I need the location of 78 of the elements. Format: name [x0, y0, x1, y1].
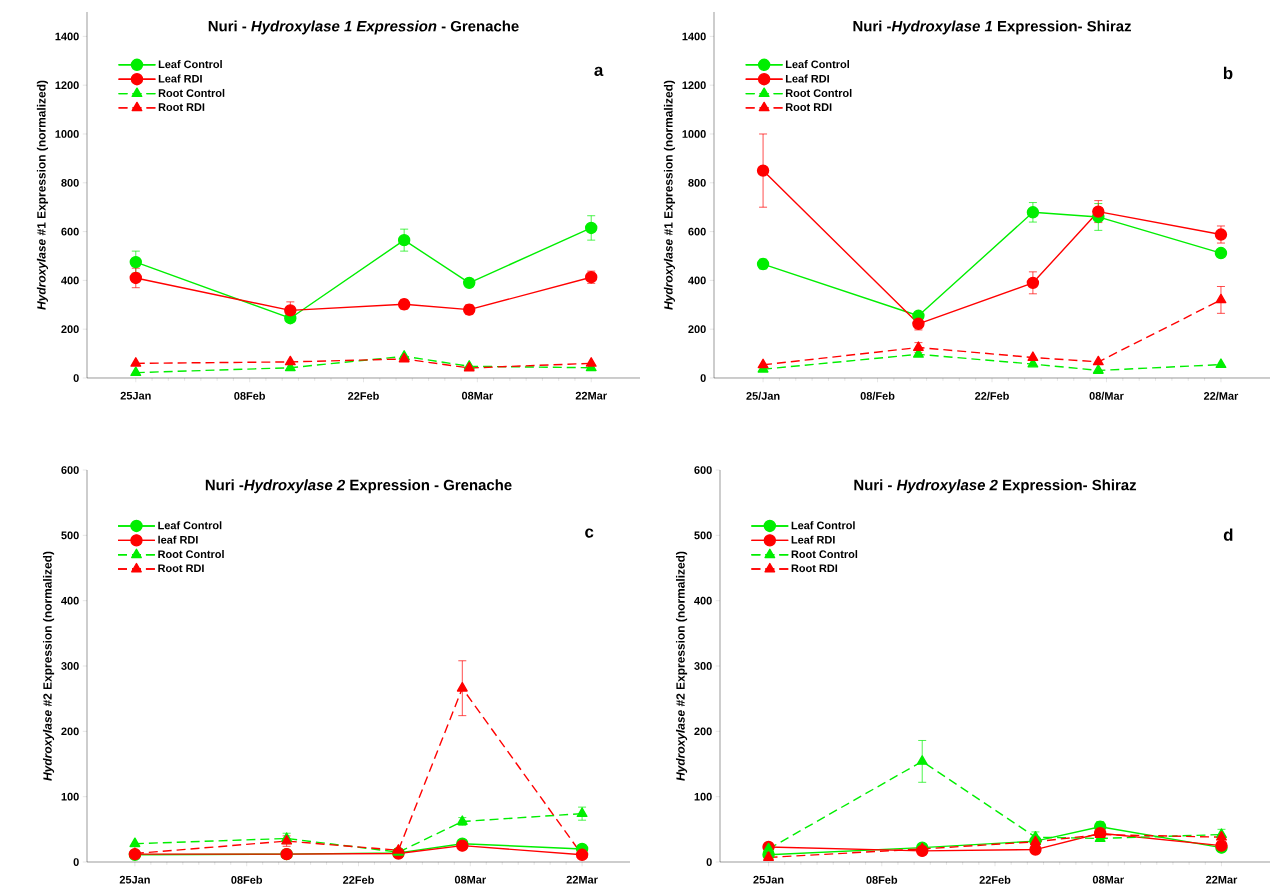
- annotation: c: [585, 528, 594, 538]
- x-tick-label: 22Mar: [566, 875, 598, 884]
- y-tick-label: 1400: [55, 32, 79, 41]
- y-tick-label: 0: [73, 858, 79, 866]
- legend-label: leaf RDI: [158, 535, 198, 544]
- x-tick-label: 08Mar: [1092, 875, 1124, 884]
- legend-label: Leaf RDI: [785, 74, 829, 83]
- x-tick-label: 22/Mar: [1203, 391, 1239, 400]
- y-tick-label: 400: [694, 596, 712, 605]
- y-tick-label: 1000: [55, 130, 79, 138]
- x-tick-label: 22Mar: [575, 391, 607, 400]
- x-tick-label: 25/Jan: [746, 391, 780, 400]
- x-tick-label: 08/Mar: [1089, 391, 1124, 400]
- y-tick-label: 200: [61, 727, 79, 736]
- x-tick-label: 25Jan: [753, 875, 784, 884]
- y-tick-label: 100: [694, 792, 712, 801]
- text: Nuri - Hydroxylase 2 Expression- Shiraz: [854, 479, 1137, 494]
- y-tick-label: 500: [61, 531, 79, 540]
- legend-label: Leaf Control: [158, 521, 222, 530]
- x-tick-label: 08Mar: [454, 875, 486, 884]
- legend-label: Leaf RDI: [791, 535, 835, 544]
- x-tick-label: 08/Feb: [860, 391, 895, 400]
- y-tick-label: 600: [694, 466, 712, 474]
- legend-label: Leaf Control: [791, 521, 855, 530]
- y-tick-label: 300: [61, 662, 79, 670]
- legend-label: Root RDI: [791, 564, 838, 573]
- y-axis-title: Hydroxylase #1 Expression (normalized): [663, 80, 676, 310]
- x-tick-label: 08Feb: [234, 391, 266, 400]
- legend-label: Root Control: [785, 88, 852, 97]
- x-tick-label: 22Feb: [979, 875, 1011, 884]
- legend-label: Root RDI: [785, 103, 832, 111]
- y-tick-label: 0: [706, 858, 712, 866]
- y-axis-title: Hydroxylase #1 Expression (normalized): [36, 80, 49, 310]
- legend-label: Root RDI: [158, 103, 205, 111]
- y-tick-label: 500: [694, 531, 712, 540]
- x-tick-label: 08Feb: [866, 875, 898, 884]
- x-tick-label: 25Jan: [120, 391, 151, 400]
- x-tick-label: 22Mar: [1206, 875, 1238, 884]
- text: Nuri - Hydroxylase 1 Expression - Grenache: [208, 20, 519, 35]
- legend-label: Leaf Control: [785, 60, 849, 69]
- legend-label: Leaf Control: [158, 60, 222, 69]
- y-axis-title: Hydroxylase #2 Expression (normalized): [675, 551, 688, 781]
- y-tick-label: 200: [61, 325, 79, 334]
- annotation: b: [1223, 66, 1233, 80]
- x-tick-label: 22Feb: [348, 391, 379, 400]
- y-tick-label: 0: [700, 374, 706, 382]
- x-tick-label: 22Feb: [343, 875, 374, 884]
- y-tick-label: 400: [61, 276, 79, 285]
- y-tick-label: 600: [61, 466, 79, 474]
- y-tick-label: 800: [61, 178, 79, 187]
- y-tick-label: 400: [688, 276, 706, 285]
- annotation: a: [594, 66, 604, 77]
- legend-label: Root Control: [791, 550, 858, 559]
- y-tick-label: 200: [688, 325, 706, 334]
- y-tick-label: 0: [73, 374, 79, 382]
- x-tick-label: 25Jan: [119, 875, 150, 884]
- text: Nuri -Hydroxylase 2 Expression - Grenache: [205, 479, 512, 494]
- y-tick-label: 100: [61, 792, 79, 801]
- x-tick-label: 08Mar: [461, 391, 494, 400]
- annotation: d: [1223, 528, 1233, 541]
- legend-label: Root Control: [158, 550, 224, 559]
- legend-label: Leaf RDI: [158, 74, 202, 83]
- text: Nuri -Hydroxylase 1 Expression- Shiraz: [853, 20, 1131, 35]
- y-tick-label: 300: [694, 662, 712, 670]
- x-tick-label: 22/Feb: [975, 391, 1009, 400]
- legend-label: Root RDI: [158, 564, 204, 573]
- y-tick-label: 1000: [682, 130, 706, 138]
- y-tick-label: 400: [61, 596, 79, 605]
- y-tick-label: 200: [694, 727, 712, 736]
- y-tick-label: 600: [688, 227, 706, 236]
- y-tick-label: 1200: [55, 81, 79, 90]
- y-tick-label: 800: [688, 178, 706, 187]
- y-tick-label: 1200: [682, 81, 706, 90]
- x-tick-label: 08Feb: [231, 875, 263, 884]
- y-tick-label: 600: [61, 227, 79, 236]
- y-axis-title: Hydroxylase #2 Expression (normalized): [42, 551, 55, 781]
- legend-label: Root Control: [158, 88, 225, 97]
- y-tick-label: 1400: [682, 32, 706, 41]
